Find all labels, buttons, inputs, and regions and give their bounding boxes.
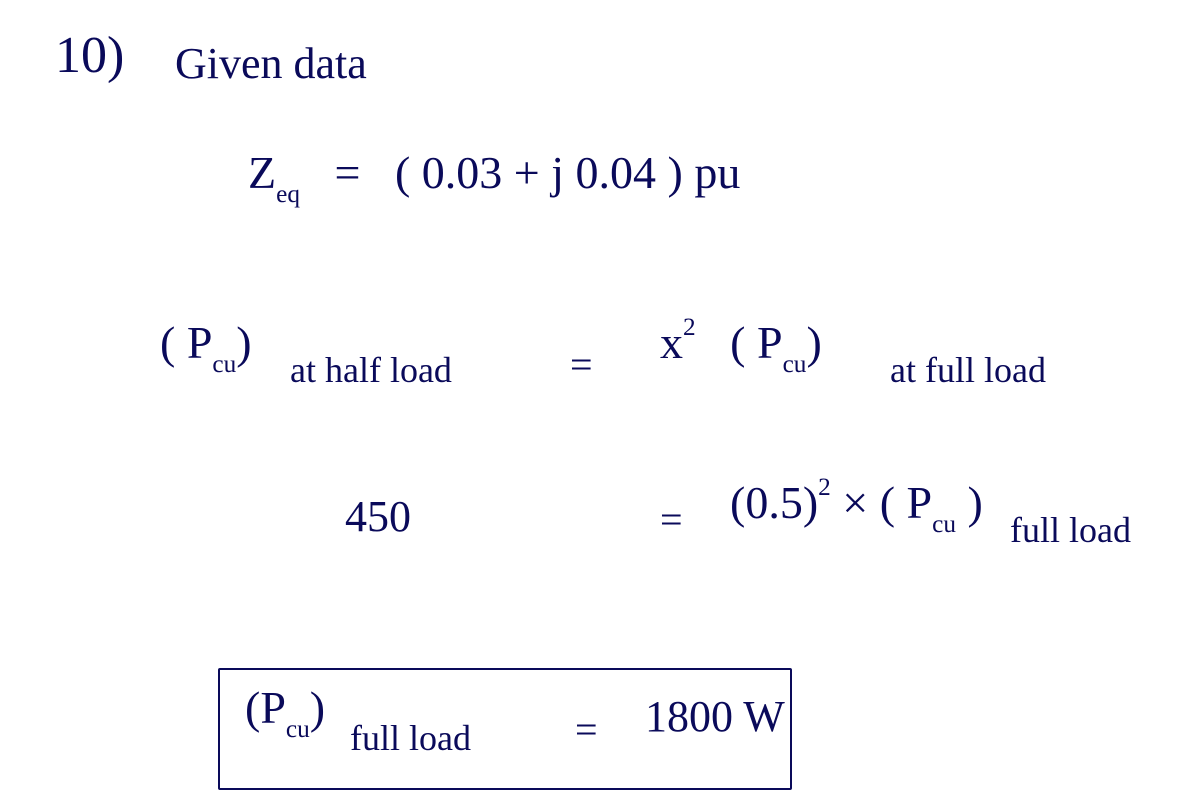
eq2-rhs-open: ( P xyxy=(730,317,782,368)
eq2-rhs-close: ) xyxy=(806,317,821,368)
eq1: Zeq = ( 0.03 + j 0.04 ) pu xyxy=(248,150,740,203)
eq2-lhs-open: ( P xyxy=(160,317,212,368)
eq1-equals: = xyxy=(335,147,361,198)
eq2-lhs-cond: at half load xyxy=(290,352,452,388)
eq3-rhs-cond: full load xyxy=(1010,512,1131,548)
eq2-rhs-cu: cu xyxy=(783,350,807,378)
eq2-lhs-cu: cu xyxy=(212,350,236,378)
eq3-rhs-c: ) xyxy=(956,477,983,528)
eq4-lhs-open: (P xyxy=(245,682,286,733)
eq3-lhs: 450 xyxy=(345,495,411,539)
eq2-equals: = xyxy=(570,345,593,385)
eq3-rhs-a: (0.5) xyxy=(730,477,818,528)
eq2-rhs-cond: at full load xyxy=(890,352,1046,388)
eq2-rhs-sq: 2 xyxy=(683,313,696,341)
eq3-equals: = xyxy=(660,500,683,540)
eq1-lhs-sym: Z xyxy=(248,147,276,198)
eq4-lhs-close: ) xyxy=(310,682,325,733)
eq2-lhs: ( Pcu) xyxy=(160,320,252,373)
eq3-rhs: (0.5)2 × ( Pcu ) xyxy=(730,480,983,533)
eq3-rhs-cu: cu xyxy=(932,510,956,538)
eq4-lhs: (Pcu) xyxy=(245,685,325,738)
eq4-equals: = xyxy=(575,710,598,750)
heading-given-data: Given data xyxy=(175,42,367,86)
eq1-lhs-sub: eq xyxy=(276,180,300,208)
eq2-rhs: x2 ( Pcu) xyxy=(660,320,822,373)
handwritten-page: 10) Given data Zeq = ( 0.03 + j 0.04 ) p… xyxy=(0,0,1200,807)
eq4-rhs: 1800 W xyxy=(645,695,785,739)
eq4-lhs-cu: cu xyxy=(286,715,310,743)
eq1-rhs: ( 0.03 + j 0.04 ) pu xyxy=(395,147,740,198)
problem-number: 10) xyxy=(55,30,124,82)
eq4-lhs-cond: full load xyxy=(350,720,471,756)
eq3-rhs-sq: 2 xyxy=(818,473,831,501)
eq2-rhs-x: x xyxy=(660,317,683,368)
eq3-rhs-b: × ( P xyxy=(831,477,932,528)
eq2-lhs-close: ) xyxy=(236,317,251,368)
